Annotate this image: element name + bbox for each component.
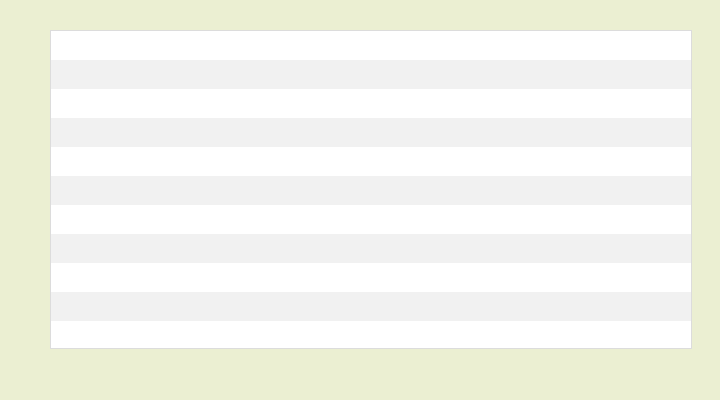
page: { "title": "VITESSE vs PENTE", "colors":… <box>0 0 720 400</box>
scatter-canvas <box>0 0 720 400</box>
